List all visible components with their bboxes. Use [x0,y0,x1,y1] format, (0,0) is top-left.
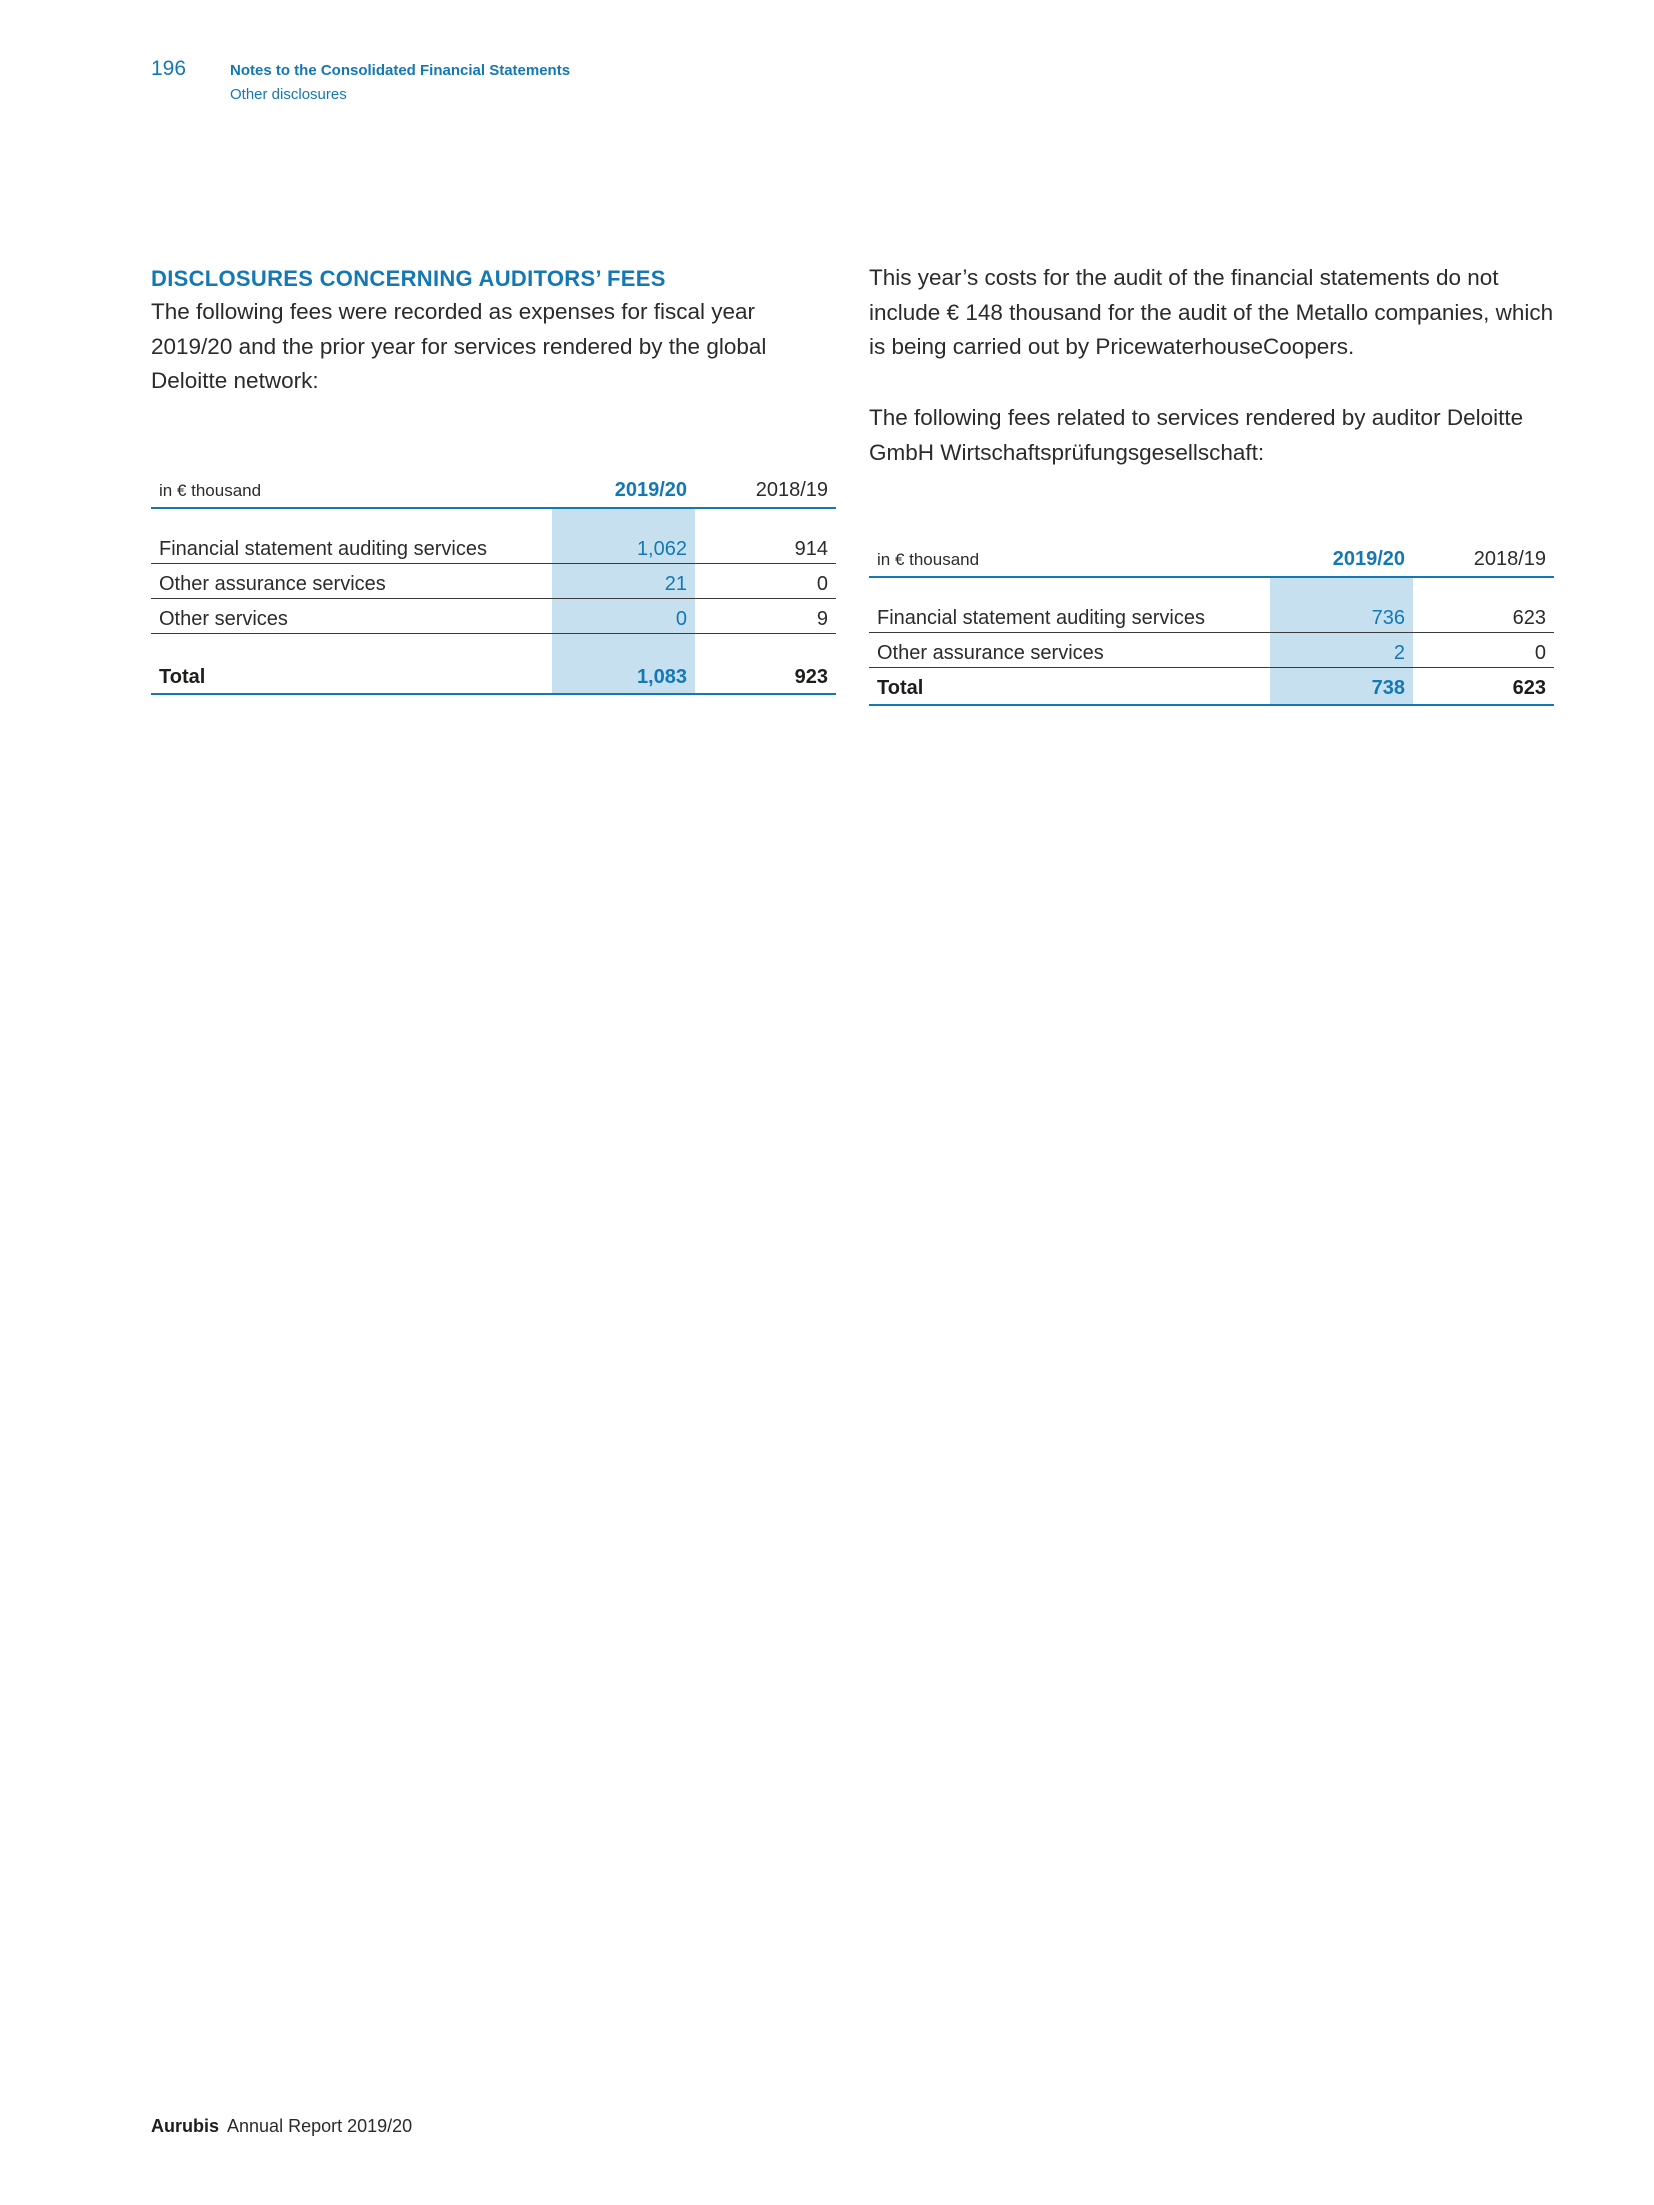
value-current: 0 [552,598,695,634]
total-row: Total 1,083 923 [151,633,836,695]
page-footer: Aurubis Annual Report 2019/20 [151,2116,412,2137]
value-current: 1,062 [552,529,695,564]
footer-text: Annual Report 2019/20 [227,2116,413,2136]
table-row: Other services 0 9 [151,598,836,634]
row-label: Financial statement auditing services [151,529,552,564]
spacer-row [151,508,836,529]
row-label: Other assurance services [151,563,552,599]
disclosure-heading: DISCLOSURES CONCERNING AUDITORS’ FEES [151,266,666,291]
value-prior: 9 [816,608,828,630]
table-row: Other assurance services 2 0 [869,632,1554,668]
section-title: Notes to the Consolidated Financial Stat… [230,62,571,79]
row-label: Other services [159,608,288,630]
total-label: Total [869,667,1270,706]
value-prior: 0 [695,563,836,599]
value-current: 2 [1270,632,1413,668]
table-row: Other assurance services 21 0 [151,563,836,599]
table-row: Financial statement auditing services 1,… [151,529,836,564]
total-row: Total 738 623 [869,667,1554,706]
value-prior: 623 [1413,598,1554,633]
unit-label: in € thousand [869,543,1270,578]
value-current: 21 [552,563,695,599]
metallo-note-paragraph: This year’s costs for the audit of the f… [869,265,1554,359]
section-subtitle: Other disclosures [230,86,347,103]
intro-paragraph: The following fees were recorded as expe… [151,299,767,393]
column-header-current: 2019/20 [552,474,695,509]
total-prior: 623 [1413,667,1554,706]
value-prior: 914 [695,529,836,564]
value-prior: 0 [1534,642,1546,664]
network-fees-table: in € thousand 2019/20 2018/19 Financial … [151,474,836,695]
table-header-row: in € thousand 2019/20 2018/19 [869,543,1554,578]
footer-brand: Aurubis [151,2116,220,2136]
column-header-prior: 2018/19 [695,474,836,509]
row-label: Financial statement auditing services [869,598,1270,633]
total-label: Total [151,633,552,695]
deloitte-gmbh-fees-table: in € thousand 2019/20 2018/19 Financial … [869,543,1554,706]
column-header-current: 2019/20 [1270,543,1413,578]
table-header-row: in € thousand 2019/20 2018/19 [151,474,836,509]
column-header-prior: 2018/19 [1413,543,1554,578]
total-current: 738 [1270,667,1413,706]
page-number: 196 [151,57,187,80]
row-label: Other assurance services [877,642,1104,664]
table-row: Financial statement auditing services 73… [869,598,1554,633]
total-prior: 923 [695,633,836,695]
value-current: 736 [1270,598,1413,633]
total-current: 1,083 [552,633,695,695]
deloitte-gmbh-paragraph: The following fees related to services r… [869,405,1524,465]
spacer-row [869,577,1554,598]
unit-label: in € thousand [151,474,552,509]
